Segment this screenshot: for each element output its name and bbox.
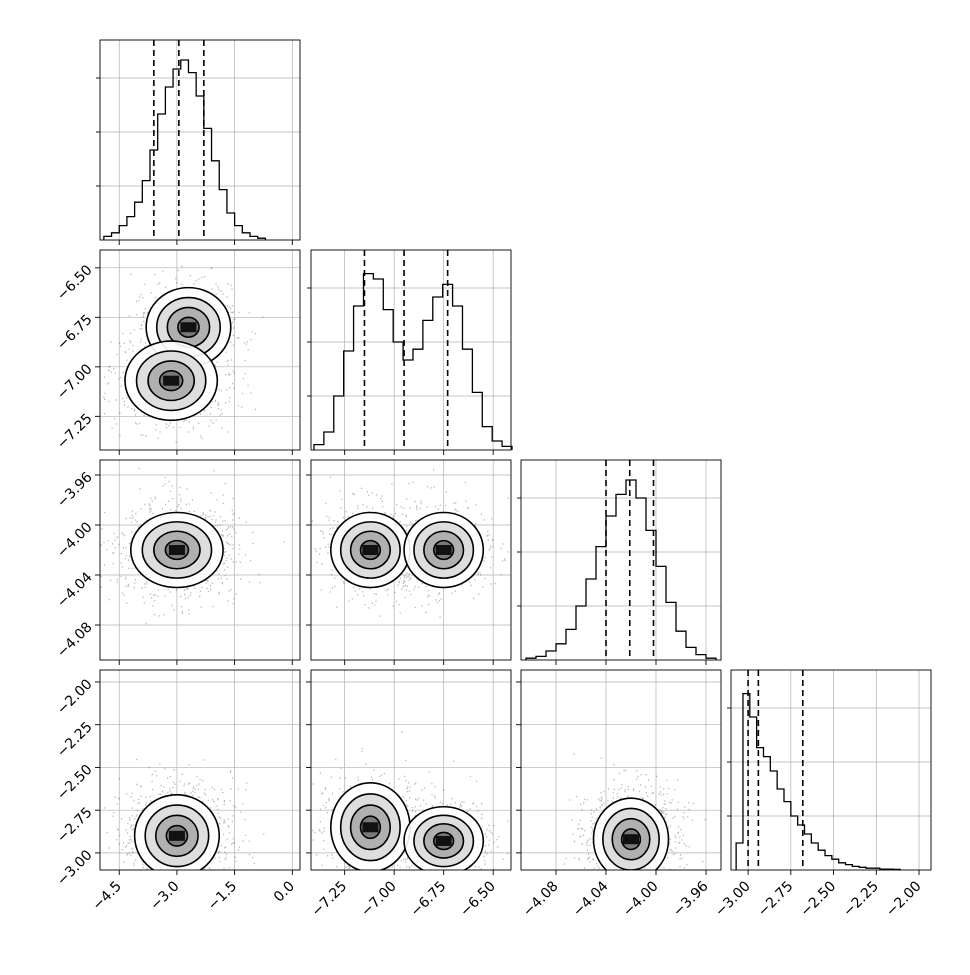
y-tick-label: −6.50 [54, 262, 96, 304]
panel-frame [99, 669, 301, 871]
panel-frame [520, 459, 722, 661]
y-tick-label: −7.00 [54, 361, 96, 403]
x-tick-label: −7.25 [309, 878, 351, 920]
x-tick-label: −3.00 [712, 878, 754, 920]
panel-2-2 [517, 459, 722, 665]
y-tick-label: −3.00 [54, 847, 96, 889]
y-tick-label: −7.25 [54, 411, 96, 453]
y-tick-label: −2.00 [54, 676, 96, 718]
density-2-3 [563, 753, 706, 870]
histogram-2 [525, 479, 717, 660]
density-peak [362, 822, 379, 833]
x-tick-label: −3.96 [670, 878, 712, 920]
x-tick-label: −2.75 [755, 878, 797, 920]
panel-frame [99, 249, 301, 451]
x-tick-label: −4.08 [520, 878, 562, 920]
panel-0-2 [95, 459, 301, 665]
panel-0-1 [95, 249, 301, 455]
density-peak [168, 545, 185, 555]
panel-frame [310, 669, 512, 871]
y-tick-label: −3.96 [54, 469, 96, 511]
panel-frame [99, 459, 301, 661]
y-tick-label: −2.75 [54, 805, 96, 847]
y-tick-label: −6.75 [54, 312, 96, 354]
panel-frame [310, 459, 512, 661]
x-tick-label: −2.50 [798, 878, 840, 920]
x-tick-label: −4.5 [90, 878, 125, 913]
density-0-3 [104, 758, 265, 870]
y-tick-label: −4.08 [54, 619, 96, 661]
panel-frame [730, 669, 932, 871]
panel-1-1 [307, 249, 513, 455]
histogram-3 [735, 692, 901, 871]
histogram-1 [313, 272, 513, 450]
density-1-2 [311, 468, 510, 618]
x-tick-label: −7.00 [358, 878, 400, 920]
density-peak [168, 830, 185, 841]
panel-0-0 [96, 39, 301, 245]
x-tick-label: −6.75 [408, 878, 450, 920]
density-peak [435, 545, 452, 555]
panel-2-3 [516, 669, 722, 875]
x-tick-label: −2.25 [840, 878, 882, 920]
x-tick-label: 0.0 [271, 878, 298, 905]
panel-3-3 [727, 669, 932, 875]
density-peak [362, 545, 379, 555]
panel-frame [310, 249, 512, 451]
panel-frame [520, 669, 722, 871]
panel-1-2 [306, 459, 512, 665]
density-0-2 [100, 467, 285, 625]
panel-frame [99, 39, 301, 241]
x-tick-label: −4.00 [620, 878, 662, 920]
panel-0-3 [95, 669, 301, 875]
panel-1-3 [306, 669, 512, 875]
density-peak [163, 375, 180, 386]
density-0-1 [103, 265, 264, 443]
density-peak [623, 834, 639, 845]
x-tick-label: −1.5 [205, 878, 240, 913]
x-tick-label: −2.00 [883, 878, 925, 920]
y-tick-label: −4.00 [54, 519, 96, 561]
y-tick-label: −4.04 [54, 569, 96, 611]
x-tick-label: −4.04 [570, 878, 612, 920]
x-tick-label: −3.0 [147, 878, 182, 913]
y-tick-label: −2.25 [54, 719, 96, 761]
x-tick-label: −6.50 [457, 878, 499, 920]
histogram-0 [103, 59, 267, 240]
y-tick-label: −2.50 [54, 762, 96, 804]
density-peak [180, 322, 197, 333]
density-1-3 [312, 731, 509, 870]
density-peak [435, 835, 452, 846]
